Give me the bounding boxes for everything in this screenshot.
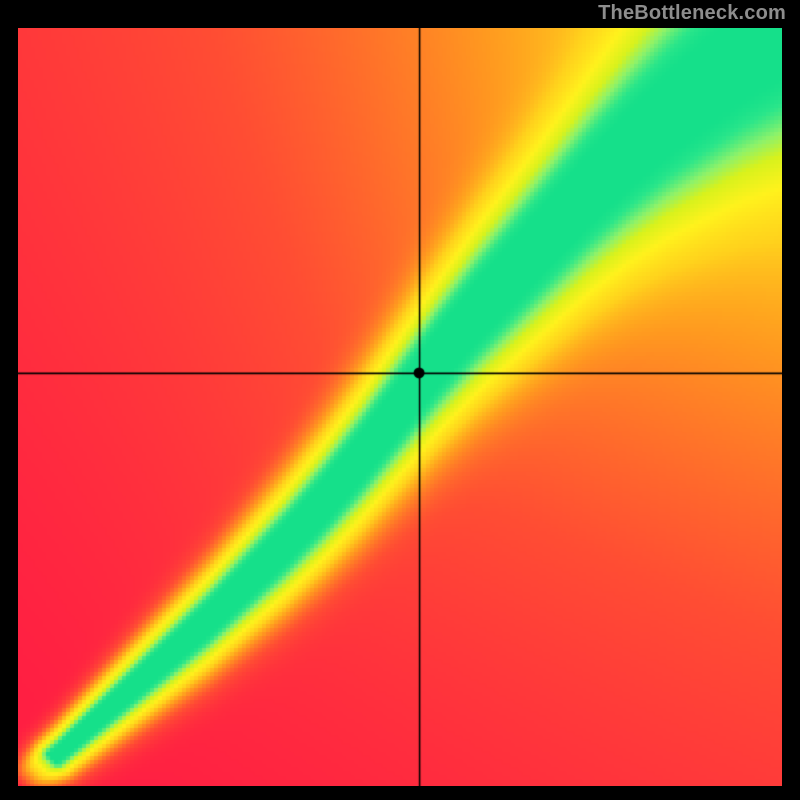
heatmap-canvas (18, 28, 782, 786)
heatmap-plot (18, 28, 782, 786)
watermark-text: TheBottleneck.com (598, 2, 786, 25)
chart-container: TheBottleneck.com (0, 0, 800, 800)
